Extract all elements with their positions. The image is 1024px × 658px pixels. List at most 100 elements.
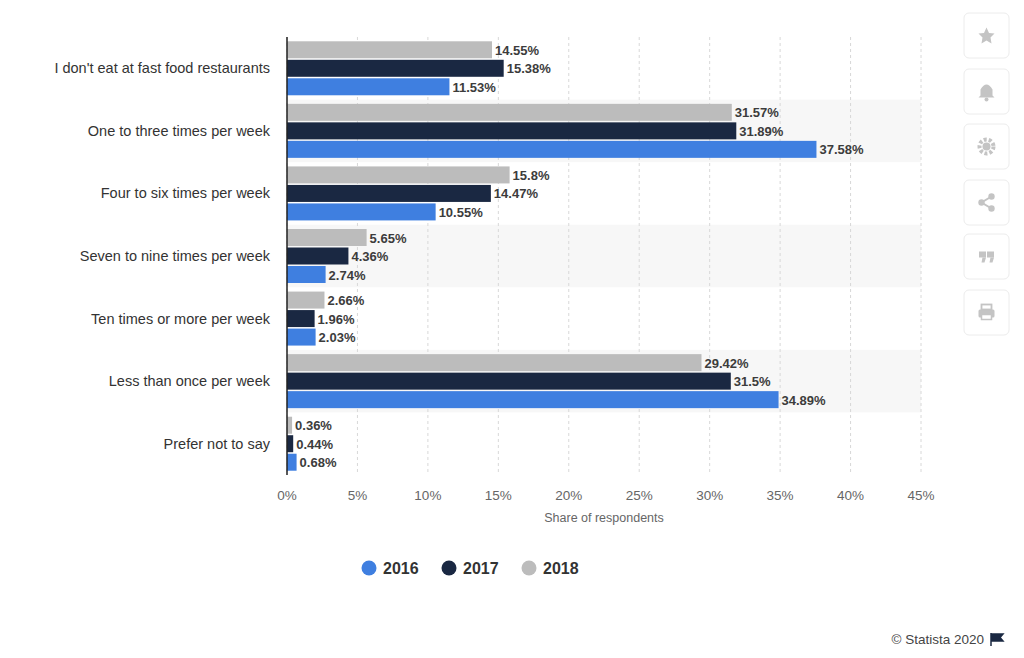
- legend-marker: [362, 561, 377, 576]
- legend-marker: [442, 561, 457, 576]
- data-label: 15.8%: [513, 168, 550, 183]
- data-label: 11.53%: [452, 80, 496, 95]
- icon-bell: [979, 85, 995, 98]
- data-label: 4.36%: [351, 249, 388, 264]
- data-label: 2.03%: [319, 330, 356, 345]
- grid-line: [780, 37, 781, 475]
- data-label: 2.66%: [327, 293, 364, 308]
- bar: [287, 60, 504, 77]
- axis-line: [286, 37, 288, 475]
- bar: [287, 248, 348, 265]
- bar: [287, 41, 492, 58]
- bar: [287, 266, 326, 283]
- tick-label: 5%: [348, 488, 368, 503]
- sidebar-button[interactable]: [964, 13, 1009, 58]
- grid-line: [287, 37, 288, 475]
- button-box: [964, 124, 1009, 169]
- bar: [287, 185, 491, 202]
- icon-share-node: [988, 193, 994, 199]
- bar: [287, 354, 701, 371]
- row-band: [287, 350, 921, 413]
- icon-printer-paper: [982, 315, 992, 320]
- category-label: Less than once per week: [109, 373, 271, 389]
- data-label: 10.55%: [439, 205, 484, 220]
- bar: [287, 78, 449, 95]
- chart: 11.53% 37.58% 10.55% 2.74% 2.03% 34.89% 0.68% 1…: [0, 0, 1024, 658]
- data-label: 37.58%: [819, 142, 864, 157]
- icon-quote-tail: [982, 258, 987, 263]
- bar: [287, 417, 292, 434]
- data-label: 34.89%: [782, 393, 827, 408]
- icon-gear: [980, 140, 994, 154]
- data-label: 14.47%: [494, 186, 539, 201]
- tick-label: 15%: [485, 488, 512, 503]
- page: {"chart_data": { "type": "bar", "orienta…: [0, 0, 1024, 658]
- bar: [287, 203, 436, 220]
- grid-line: [921, 37, 922, 475]
- bar: [287, 329, 316, 346]
- data-label: 0.36%: [295, 418, 332, 433]
- icon-share-node: [978, 199, 984, 205]
- data-label: 0.44%: [296, 437, 333, 452]
- bar: [287, 310, 315, 327]
- category-label: Four to six times per week: [101, 185, 271, 201]
- source: © Statista 2020: [891, 632, 984, 647]
- data-label: 31.89%: [739, 124, 784, 139]
- icon-quote: [979, 252, 986, 258]
- row-band: [287, 225, 921, 288]
- bar: [287, 373, 731, 390]
- icon-star: [979, 28, 995, 44]
- icon-quote-tail: [990, 258, 995, 263]
- tick-label: 10%: [414, 488, 441, 503]
- data-label: 1.96%: [318, 312, 355, 327]
- icon-bell-clapper: [985, 98, 989, 102]
- bar: [287, 391, 779, 408]
- data-label: 0.68%: [300, 455, 337, 470]
- legend: 201620172018: [362, 560, 579, 577]
- button-box: [964, 69, 1009, 114]
- category-label: Seven to nine times per week: [80, 248, 271, 264]
- data-label: 29.42%: [704, 356, 749, 371]
- category-label: Prefer not to say: [164, 436, 271, 452]
- sidebar-button[interactable]: [964, 234, 1009, 279]
- grid-line: [427, 37, 428, 475]
- bar: [287, 166, 510, 183]
- bar: [287, 122, 736, 139]
- grid-line: [709, 37, 710, 475]
- row-band: [287, 100, 921, 163]
- category-label: One to three times per week: [88, 123, 271, 139]
- tick-label: 25%: [626, 488, 653, 503]
- data-label: 31.57%: [735, 105, 780, 120]
- sidebar: [964, 13, 1009, 335]
- bar: [287, 435, 293, 452]
- sidebar-button[interactable]: [964, 124, 1009, 169]
- category-label: I don't eat at fast food restaurants: [54, 60, 270, 76]
- sidebar-button[interactable]: [964, 180, 1009, 225]
- icon-share-node: [988, 205, 994, 211]
- grid-line: [639, 37, 640, 475]
- icon-quote: [987, 252, 994, 258]
- button-box: [964, 13, 1009, 58]
- bar: [287, 141, 816, 158]
- icon-gear-hub: [983, 143, 991, 151]
- sidebar-button[interactable]: [964, 290, 1009, 335]
- tick-label: 35%: [767, 488, 794, 503]
- tick-label: 0%: [277, 488, 297, 503]
- bar: [287, 229, 367, 246]
- tick-label: 30%: [696, 488, 723, 503]
- grid-line: [568, 37, 569, 475]
- bar: [287, 104, 732, 121]
- legend-label: 2018: [543, 560, 579, 577]
- data-label: 2.74%: [329, 268, 366, 283]
- tick-label: 40%: [837, 488, 864, 503]
- sidebar-button[interactable]: [964, 69, 1009, 114]
- background: [0, 0, 1024, 658]
- bars: [287, 41, 816, 470]
- bar: [287, 292, 324, 309]
- data-labels: 11.53% 37.58% 10.55% 2.74% 2.03% 34.89% 0.68% 1…: [295, 43, 864, 470]
- button-box: [964, 180, 1009, 225]
- button-box: [964, 290, 1009, 335]
- data-label: 31.5%: [734, 374, 771, 389]
- axis-title: Share of respondents: [544, 511, 664, 525]
- source-flag: [991, 633, 1003, 646]
